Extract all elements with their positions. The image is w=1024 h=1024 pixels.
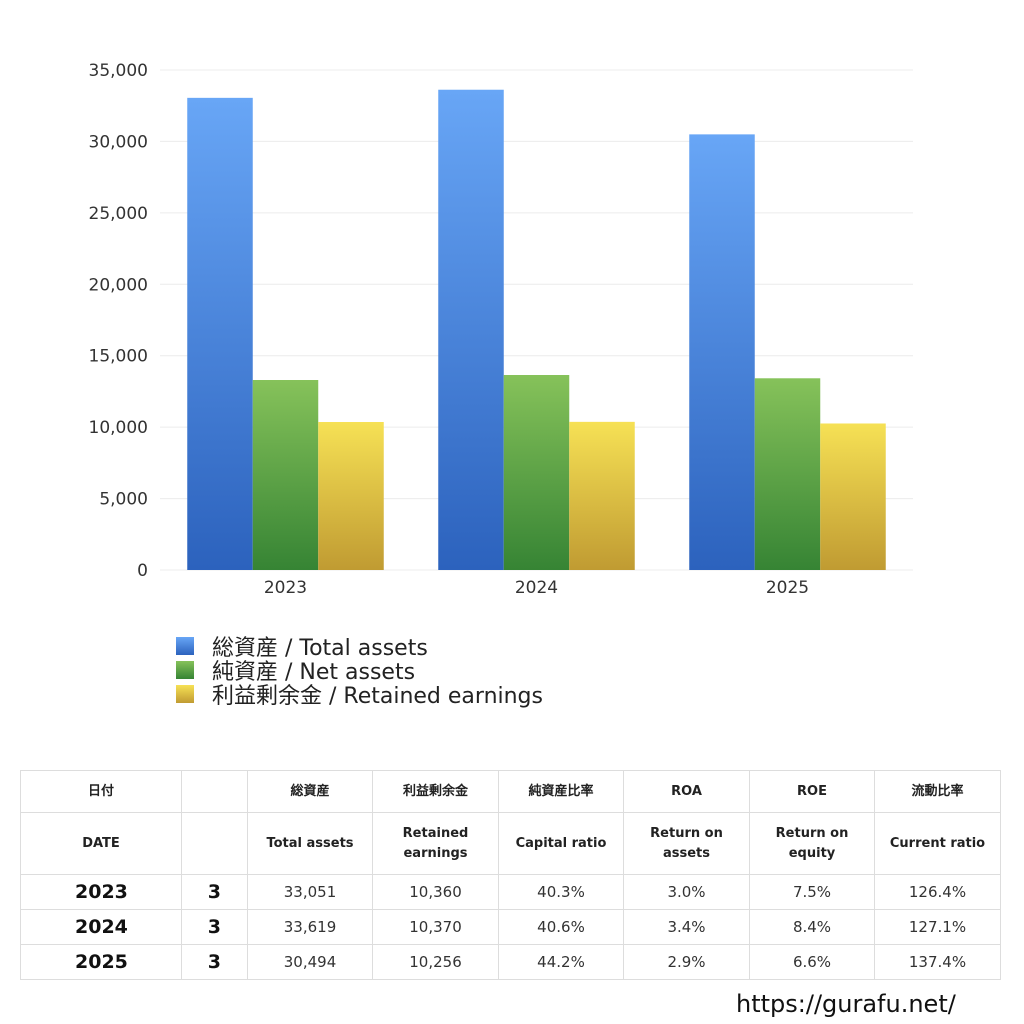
legend-swatch-retained-earnings: [176, 685, 194, 703]
header-month-en: [181, 812, 248, 875]
header-capital-ratio-en: Capital ratio: [498, 812, 624, 875]
site-url: https://gurafu.net/: [736, 990, 956, 1018]
y-axis-tick-labels: 0 5,000 10,000 15,000 20,000 25,000 30,000 35,0…: [89, 61, 148, 581]
table-row: 2025 3 30,494 10,256 44.2% 2.9% 6.6% 137…: [20, 944, 1001, 980]
header-current-ratio-jp: 流動比率: [874, 770, 1001, 813]
y-tick-label: 15,000: [89, 347, 148, 367]
cell-capital-ratio: 40.3%: [498, 874, 624, 910]
bar-net-assets-2024: [503, 375, 570, 570]
cell-total-assets: 33,051: [247, 874, 373, 910]
cell-roe: 7.5%: [749, 874, 875, 910]
table-header-row-jp: 日付 総資産 利益剰余金 純資産比率 ROA ROE 流動比率: [20, 770, 1001, 813]
table-row: 2024 3 33,619 10,370 40.6% 3.4% 8.4% 127…: [20, 909, 1001, 945]
cell-roe: 6.6%: [749, 944, 875, 980]
bar-total-assets-2023: [187, 97, 253, 570]
bar-retained-earnings-2024: [569, 421, 635, 570]
header-date-jp: 日付: [20, 770, 182, 813]
chart-legend: 総資産 / Total assets 純資産 / Net assets 利益剰余…: [176, 634, 543, 709]
legend-item-total-assets: 総資産 / Total assets: [176, 634, 543, 661]
header-roe-jp: ROE: [749, 770, 875, 813]
cell-year: 2025: [20, 944, 182, 980]
header-roa-jp: ROA: [623, 770, 750, 813]
bar-total-assets-2024: [438, 89, 504, 570]
cell-year: 2023: [20, 874, 182, 910]
legend-item-net-assets: 純資産 / Net assets: [176, 658, 543, 685]
cell-retained-earnings: 10,360: [372, 874, 499, 910]
table-row: 2023 3 33,051 10,360 40.3% 3.0% 7.5% 126…: [20, 874, 1001, 910]
legend-item-retained-earnings: 利益剰余金 / Retained earnings: [176, 682, 543, 709]
header-current-ratio-en: Current ratio: [874, 812, 1001, 875]
y-tick-label: 30,000: [89, 132, 148, 152]
header-roa-en: Return on assets: [623, 812, 750, 875]
legend-swatch-net-assets: [176, 661, 194, 679]
y-tick-label: 10,000: [89, 418, 148, 438]
cell-current-ratio: 127.1%: [874, 909, 1001, 945]
bar-net-assets-2023: [252, 380, 319, 570]
cell-month: 3: [181, 944, 248, 980]
cell-retained-earnings: 10,256: [372, 944, 499, 980]
y-tick-label: 5,000: [99, 490, 148, 510]
bar-chart: 0 5,000 10,000 15,000 20,000 25,000 30,000 35,0…: [89, 61, 913, 598]
y-tick-label: 20,000: [89, 275, 148, 295]
bar-retained-earnings-2025: [820, 423, 886, 570]
legend-label-retained-earnings: 利益剰余金 / Retained earnings: [212, 684, 543, 709]
cell-year: 2024: [20, 909, 182, 945]
legend-label-net-assets: 純資産 / Net assets: [212, 660, 416, 685]
cell-total-assets: 33,619: [247, 909, 373, 945]
table-header-row-en: DATE Total assets Retained earnings Capi…: [20, 812, 1001, 875]
cell-current-ratio: 126.4%: [874, 874, 1001, 910]
header-date-en: DATE: [20, 812, 182, 875]
header-capital-ratio-jp: 純資産比率: [498, 770, 624, 813]
cell-roa: 3.0%: [623, 874, 750, 910]
x-axis-tick-labels: 2023 2024 2025: [264, 578, 809, 598]
bar-net-assets-2025: [754, 378, 821, 570]
x-tick-label: 2025: [766, 578, 809, 598]
cell-month: 3: [181, 909, 248, 945]
cell-month: 3: [181, 874, 248, 910]
bars: [187, 89, 886, 570]
cell-retained-earnings: 10,370: [372, 909, 499, 945]
y-tick-label: 25,000: [89, 204, 148, 224]
bar-total-assets-2025: [689, 134, 755, 570]
cell-roe: 8.4%: [749, 909, 875, 945]
header-retained-earnings-en: Retained earnings: [372, 812, 499, 875]
bar-retained-earnings-2023: [318, 422, 384, 570]
header-total-assets-jp: 総資産: [247, 770, 373, 813]
cell-roa: 2.9%: [623, 944, 750, 980]
x-tick-label: 2024: [515, 578, 558, 598]
cell-capital-ratio: 44.2%: [498, 944, 624, 980]
header-roe-en: Return on equity: [749, 812, 875, 875]
cell-total-assets: 30,494: [247, 944, 373, 980]
cell-roa: 3.4%: [623, 909, 750, 945]
y-tick-label: 35,000: [89, 61, 148, 81]
cell-capital-ratio: 40.6%: [498, 909, 624, 945]
financial-summary-table: 日付 総資産 利益剰余金 純資産比率 ROA ROE 流動比率 DATE Tot…: [20, 770, 1001, 980]
cell-current-ratio: 137.4%: [874, 944, 1001, 980]
legend-swatch-total-assets: [176, 637, 194, 655]
header-month-jp: [181, 770, 248, 813]
legend-label-total-assets: 総資産 / Total assets: [212, 636, 428, 661]
y-tick-label: 0: [137, 561, 148, 581]
header-retained-earnings-jp: 利益剰余金: [372, 770, 499, 813]
header-total-assets-en: Total assets: [247, 812, 373, 875]
x-tick-label: 2023: [264, 578, 307, 598]
